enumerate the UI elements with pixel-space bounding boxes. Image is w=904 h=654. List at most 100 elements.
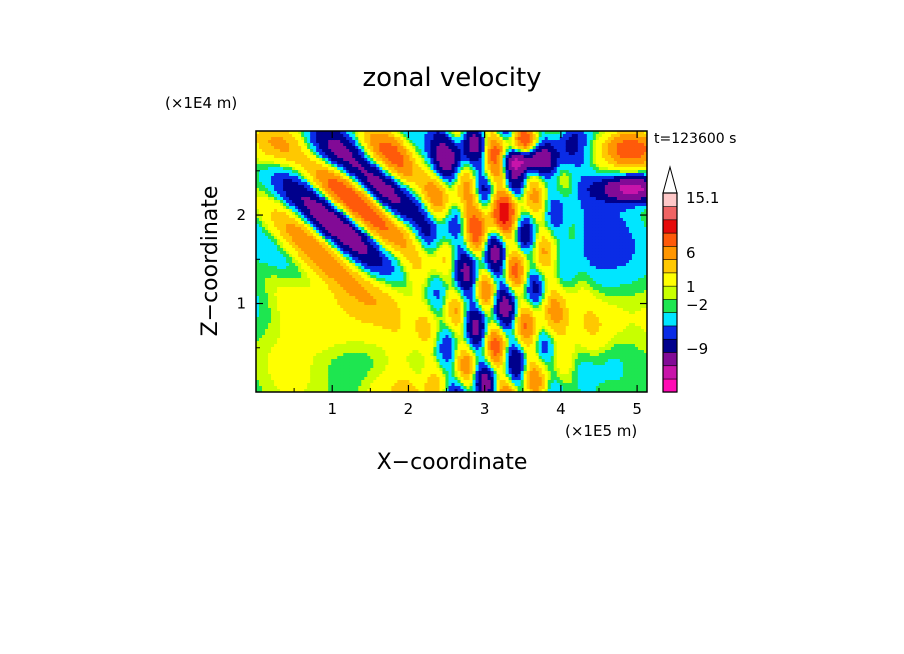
field-cell [283, 371, 287, 375]
field-cell [355, 344, 359, 348]
field-cell [289, 155, 293, 159]
field-cell [352, 182, 356, 186]
field-cell [358, 320, 362, 324]
field-cell [289, 386, 293, 390]
field-cell [340, 365, 344, 369]
field-cell [418, 170, 422, 174]
field-cell [325, 221, 329, 225]
field-cell [298, 377, 302, 381]
field-cell [298, 245, 302, 249]
field-cell [364, 152, 368, 156]
field-cell [418, 176, 422, 180]
field-cell [289, 215, 293, 219]
field-cell [280, 251, 284, 255]
field-cell [385, 269, 389, 273]
field-cell [391, 317, 395, 321]
field-cell [295, 221, 299, 225]
field-cell [331, 167, 335, 171]
field-cell [373, 296, 377, 300]
field-cell [424, 176, 428, 180]
field-cell [292, 140, 296, 144]
field-cell [337, 314, 341, 318]
field-cell [415, 332, 419, 336]
field-cell [367, 251, 371, 255]
field-cell [265, 374, 269, 378]
field-cell [313, 263, 317, 267]
field-cell [325, 140, 329, 144]
field-cell [274, 266, 278, 270]
field-cell [280, 365, 284, 369]
field-cell [325, 167, 329, 171]
field-cell [409, 314, 413, 318]
field-cell [373, 206, 377, 210]
field-cell [367, 155, 371, 159]
field-cell [331, 341, 335, 345]
field-cell [274, 269, 278, 273]
field-cell [307, 149, 311, 153]
field-cell [415, 215, 419, 219]
field-cell [265, 320, 269, 324]
field-cell [295, 227, 299, 231]
field-cell [262, 311, 266, 315]
field-cell [400, 179, 404, 183]
field-cell [337, 323, 341, 327]
field-cell [289, 350, 293, 354]
field-cell [331, 260, 335, 264]
field-cell [298, 299, 302, 303]
field-cell [301, 188, 305, 192]
field-cell [388, 185, 392, 189]
field-cell [313, 344, 317, 348]
field-cell [388, 389, 392, 392]
field-cell [409, 266, 413, 270]
field-cell [277, 290, 281, 294]
field-cell [259, 335, 263, 339]
field-cell [262, 191, 266, 195]
field-cell [331, 290, 335, 294]
field-cell [286, 389, 290, 392]
field-cell [298, 356, 302, 360]
field-cell [418, 185, 422, 189]
field-cell [358, 380, 362, 384]
field-cell [271, 380, 275, 384]
field-cell [298, 323, 302, 327]
field-cell [409, 365, 413, 369]
field-cell [307, 305, 311, 309]
field-cell [337, 368, 341, 372]
field-cell [256, 143, 260, 147]
field-cell [307, 131, 311, 135]
field-cell [259, 131, 263, 135]
field-cell [376, 293, 380, 297]
field-cell [268, 374, 272, 378]
field-cell [379, 350, 383, 354]
field-cell [379, 218, 383, 222]
field-cell [400, 368, 404, 372]
field-cell [394, 335, 398, 339]
field-cell [370, 146, 374, 150]
field-cell [313, 179, 317, 183]
field-cell [298, 353, 302, 357]
field-cell [412, 275, 416, 279]
field-cell [280, 338, 284, 342]
field-cell [259, 332, 263, 336]
field-cell [367, 233, 371, 237]
field-cell [313, 341, 317, 345]
field-cell [322, 323, 326, 327]
field-cell [388, 173, 392, 177]
field-cell [361, 272, 365, 276]
field-cell [379, 275, 383, 279]
field-cell [397, 251, 401, 255]
field-cell [352, 368, 356, 372]
field-cell [319, 383, 323, 387]
field-cell [373, 251, 377, 255]
field-cell [334, 311, 338, 315]
field-cell [376, 236, 380, 240]
field-cell [361, 296, 365, 300]
field-cell [286, 332, 290, 336]
field-cell [259, 140, 263, 144]
field-cell [259, 317, 263, 321]
field-cell [310, 359, 314, 363]
field-cell [277, 164, 281, 168]
field-cell [421, 245, 425, 249]
field-cell [313, 278, 317, 282]
field-cell [256, 293, 260, 297]
